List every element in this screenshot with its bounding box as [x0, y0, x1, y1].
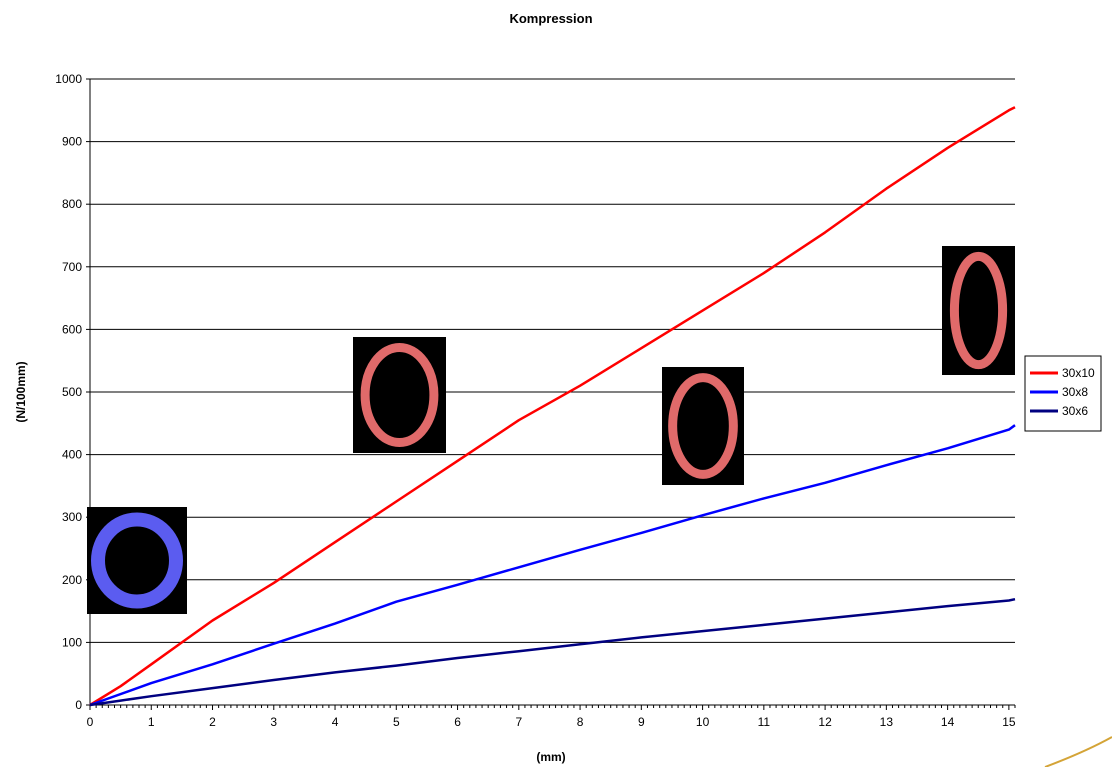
x-tick-label: 10 [696, 715, 710, 729]
x-tick-label: 4 [332, 715, 339, 729]
x-tick-label: 6 [454, 715, 461, 729]
y-tick-label: 100 [62, 635, 82, 649]
y-tick-label: 900 [62, 135, 82, 149]
corner-decoration [1044, 736, 1112, 768]
x-tick-label: 12 [818, 715, 832, 729]
inset-image [353, 337, 446, 453]
x-tick-label: 11 [758, 715, 771, 729]
inset-ring [91, 512, 183, 609]
legend-label: 30x8 [1062, 385, 1088, 399]
series-line-30x6 [89, 597, 1016, 707]
gridlines [90, 78, 1015, 643]
y-tick-label: 600 [62, 322, 82, 336]
y-tick-label: 500 [62, 385, 82, 399]
inset-images [87, 246, 1015, 614]
x-tick-label: 7 [515, 715, 522, 729]
y-tick-label: 0 [75, 698, 82, 712]
x-tick-label: 2 [209, 715, 216, 729]
x-tick-label: 3 [270, 715, 277, 729]
chart-title: Kompression [509, 11, 592, 26]
x-axis-title: (mm) [536, 750, 565, 764]
inset-image [87, 507, 187, 614]
y-tick-label: 700 [62, 260, 82, 274]
series-line-30x10 [89, 106, 1016, 707]
y-tick-label: 300 [62, 510, 82, 524]
series-line-30x8 [89, 424, 1016, 707]
y-tick-label: 200 [62, 573, 82, 587]
x-tick-label: 1 [148, 715, 155, 729]
x-tick-label: 14 [941, 715, 955, 729]
x-tick-label: 9 [638, 715, 645, 729]
x-tick-label: 13 [880, 715, 894, 729]
y-tick-label: 1000 [55, 72, 82, 86]
legend-label: 30x6 [1062, 404, 1088, 418]
x-tick-label: 15 [1002, 715, 1016, 729]
inset-ring [668, 373, 738, 479]
y-tick-label: 800 [62, 197, 82, 211]
x-tick-label: 8 [577, 715, 584, 729]
inset-image [662, 367, 744, 485]
x-tick-label: 0 [87, 715, 94, 729]
series-lines [89, 106, 1016, 707]
inset-ring [360, 342, 439, 448]
x-tick-label: 5 [393, 715, 400, 729]
inset-ring [949, 251, 1008, 370]
y-axis-title: (N/100mm) [14, 361, 28, 422]
inset-image [942, 246, 1015, 375]
legend-label: 30x10 [1062, 366, 1095, 380]
legend: 30x10 30x8 30x6 [1024, 355, 1102, 432]
y-tick-label: 400 [62, 448, 82, 462]
